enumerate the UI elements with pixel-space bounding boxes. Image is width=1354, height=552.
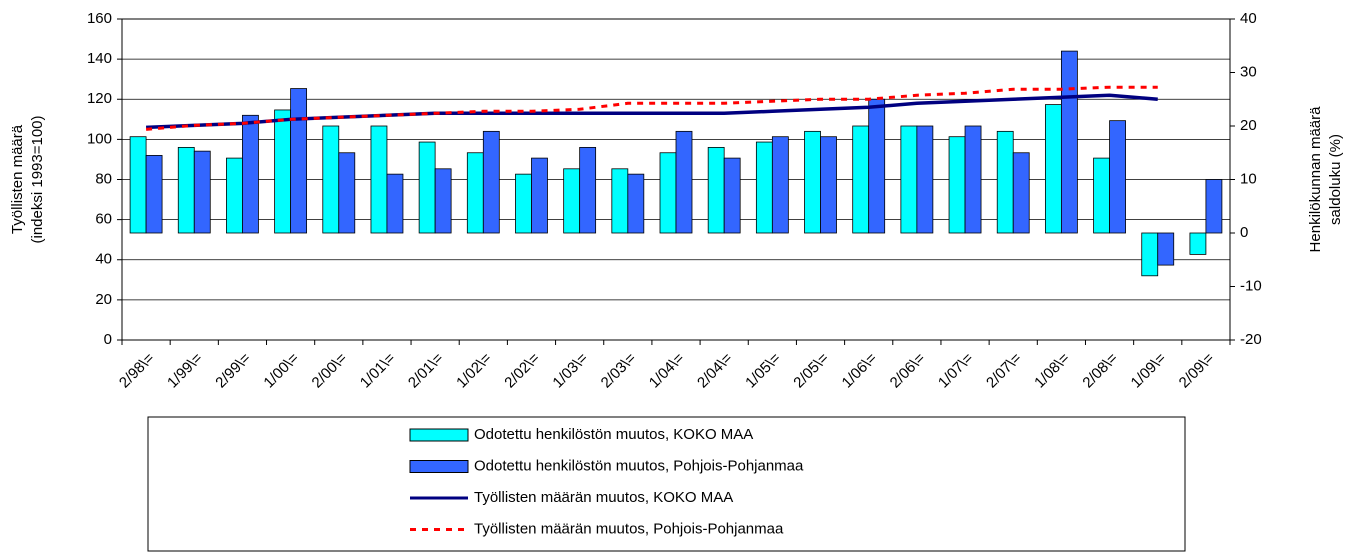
y-tick-label: 0: [104, 331, 112, 348]
bar: [466, 152, 484, 234]
x-tick-label: 2/98\=: [116, 349, 158, 391]
x-tick-label: 2/03\=: [598, 349, 640, 391]
legend-label: Odotettu henkilöstön muutos, KOKO MAA: [474, 426, 753, 443]
x-tick-label: 2/99\=: [212, 349, 254, 391]
bar: [820, 136, 837, 234]
line: [145, 85, 1158, 131]
x-tick-label: 1/08\=: [1031, 349, 1073, 391]
x-tick-label: 1/02\=: [453, 349, 495, 391]
legend-label: Odotettu henkilöstön muutos, Pohjois-Poh…: [474, 457, 804, 474]
y2-tick-label: 40: [1240, 10, 1257, 27]
x-tick-label: 1/00\=: [260, 349, 302, 391]
bar: [868, 98, 886, 234]
bar: [1060, 50, 1078, 234]
bar: [900, 125, 918, 234]
x-tick-label: 2/01\=: [405, 349, 447, 391]
y2-axis-label: saldoluku (%): [1327, 134, 1344, 225]
legend-swatch: [409, 460, 469, 473]
bar: [804, 130, 821, 234]
bar: [723, 157, 741, 234]
bar: [338, 152, 356, 234]
y2-axis-label: Henkilökunnan määrä: [1307, 106, 1324, 253]
y2-tick-label: 0: [1240, 224, 1248, 241]
bar: [852, 125, 870, 234]
x-tick-label: 2/02\=: [501, 349, 543, 391]
y2-tick-label: 10: [1240, 170, 1257, 187]
x-tick-label: 1/99\=: [164, 349, 206, 391]
bar: [129, 136, 147, 234]
bar: [1157, 232, 1175, 266]
y-tick-label: 20: [95, 291, 112, 308]
bar: [579, 146, 597, 234]
bar: [1141, 232, 1159, 277]
legend-swatch: [409, 428, 469, 442]
bar: [1012, 152, 1030, 234]
legend-box: [147, 416, 1186, 552]
bar: [145, 155, 163, 234]
x-tick-label: 2/05\=: [790, 349, 832, 391]
bar: [242, 114, 259, 234]
bar: [948, 136, 966, 234]
x-tick-label: 1/03\=: [549, 349, 591, 391]
x-tick-label: 2/04\=: [694, 349, 736, 391]
bar: [1205, 179, 1223, 234]
bar: [226, 157, 243, 234]
x-tick-label: 2/07\=: [983, 349, 1025, 391]
bar: [274, 109, 292, 234]
bar: [916, 125, 934, 234]
y-tick-label: 100: [87, 130, 112, 147]
bar: [482, 130, 500, 234]
x-tick-label: 1/01\=: [357, 349, 399, 391]
bar: [515, 173, 532, 234]
y2-tick-label: 20: [1240, 117, 1257, 134]
bar: [290, 88, 308, 234]
legend-label: Työllisten määrän muutos, KOKO MAA: [474, 489, 733, 506]
x-tick-label: 1/04\=: [646, 349, 688, 391]
y-tick-label: 160: [87, 10, 112, 27]
x-tick-label: 2/09\=: [1176, 349, 1218, 391]
bar: [563, 168, 581, 234]
bar: [996, 130, 1014, 234]
x-tick-label: 2/06\=: [887, 349, 929, 391]
bar: [418, 141, 436, 234]
y-tick-label: 140: [87, 50, 112, 67]
x-tick-label: 1/09\=: [1128, 349, 1170, 391]
legend-label: Työllisten määrän muutos, Pohjois-Pohjan…: [474, 520, 784, 537]
y2-tick-label: 30: [1240, 63, 1257, 80]
bar: [386, 173, 404, 234]
x-tick-label: 1/06\=: [839, 349, 881, 391]
bar: [611, 168, 629, 234]
bar: [1044, 104, 1062, 234]
bar: [1189, 232, 1207, 255]
y-tick-label: 40: [95, 251, 112, 268]
y-tick-label: 60: [95, 211, 112, 228]
bar: [531, 157, 548, 234]
x-tick-label: 1/05\=: [742, 349, 784, 391]
bar: [627, 173, 645, 234]
y-axis-label: Työllisten määrä: [9, 124, 26, 234]
bar: [964, 125, 982, 234]
bar: [322, 125, 340, 234]
y-tick-label: 80: [95, 170, 112, 187]
bar: [193, 150, 211, 234]
bar: [177, 146, 195, 234]
y2-tick-label: -10: [1240, 277, 1262, 294]
y2-tick-label: -20: [1240, 331, 1262, 348]
bar: [370, 125, 388, 234]
x-tick-label: 2/00\=: [309, 349, 351, 391]
bar: [1093, 157, 1110, 234]
bar: [659, 152, 677, 234]
bar: [1109, 120, 1126, 234]
y-tick-label: 120: [87, 90, 112, 107]
x-tick-label: 1/07\=: [935, 349, 977, 391]
bar: [771, 136, 789, 234]
bar: [675, 130, 693, 234]
bar: [707, 146, 725, 234]
y-axis-label: (indeksi 1993=100): [29, 115, 46, 243]
bar: [434, 168, 452, 234]
bar: [755, 141, 773, 234]
x-tick-label: 2/08\=: [1079, 349, 1121, 391]
